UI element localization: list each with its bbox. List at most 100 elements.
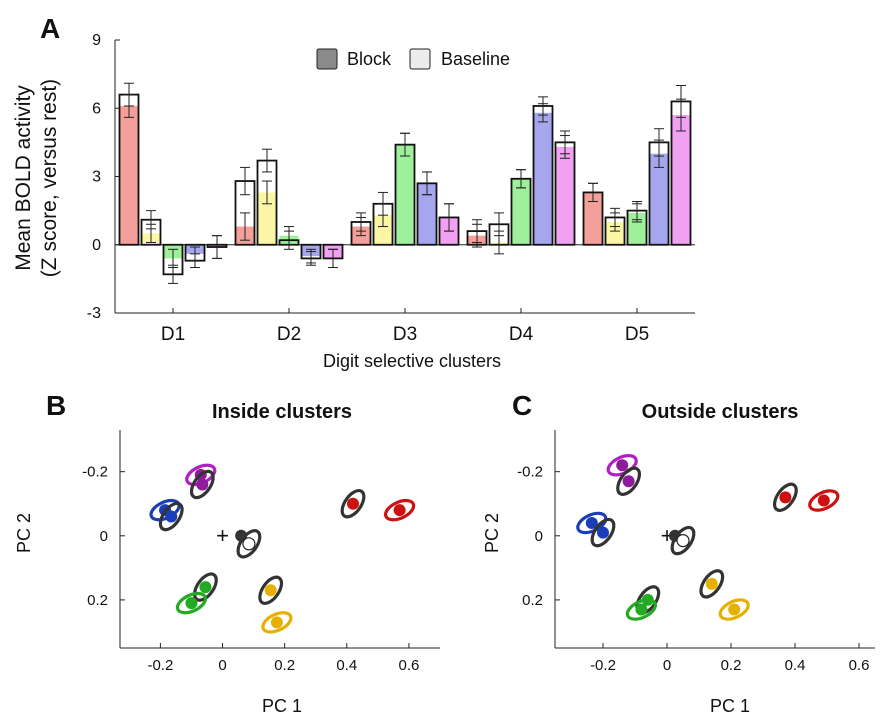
cluster-point [165, 510, 178, 523]
cluster-ellipse [258, 575, 284, 606]
cluster-point [242, 537, 256, 551]
legend: Block Baseline [316, 48, 510, 70]
panel-c-x-label: PC 1 [710, 696, 750, 716]
x-tick-label: 0.4 [785, 657, 806, 674]
panel-b-points: + [149, 463, 416, 634]
y-tick-label: -0.2 [82, 464, 108, 481]
x-tick-label: 0 [663, 657, 671, 674]
bar-chart-bars [118, 82, 692, 284]
x-tick-label: 0.2 [721, 657, 742, 674]
y-tick-label: 0 [92, 237, 101, 254]
cluster-ellipse [261, 611, 293, 634]
x-axis-label: Digit selective clusters [323, 351, 501, 371]
panel-c-title: Outside clusters [642, 401, 799, 423]
y-tick-label: 0 [100, 528, 108, 545]
cluster-ellipse [808, 489, 840, 512]
cluster-point [705, 577, 718, 590]
cluster-point [616, 459, 629, 472]
cluster-ellipse [699, 569, 725, 599]
origin-marker: + [661, 523, 674, 548]
x-tick-label: 0.2 [274, 657, 295, 674]
panel-c: C Outside clusters PC 2 PC 1 -0.2 0 0.2 0.4… [482, 390, 875, 716]
panel-b-x-label: PC 1 [262, 696, 302, 716]
bar-block [257, 192, 277, 245]
cluster-ellipse [772, 482, 798, 513]
cluster-point [347, 497, 360, 510]
legend-label-block: Block [347, 49, 392, 69]
bar-block [533, 112, 553, 245]
cluster-point [817, 494, 830, 507]
panel-c-axes: -0.2 0 0.2 0.4 0.6 -0.2 0 0.2 [517, 430, 875, 674]
legend-label-baseline: Baseline [441, 49, 510, 69]
cluster-point [728, 603, 741, 616]
x-tick-label: D5 [625, 324, 649, 345]
y-axis-label-line2: (Z score, versus rest) [38, 79, 61, 277]
x-tick-label: D1 [161, 324, 185, 345]
x-tick-label: D4 [509, 324, 534, 345]
cluster-ellipse [340, 489, 366, 519]
legend-swatch-baseline [409, 48, 431, 70]
bar-block [671, 115, 691, 245]
x-tick-label: 0.6 [399, 657, 420, 674]
bar-block [627, 212, 647, 245]
cluster-ellipse [616, 466, 642, 497]
bar-block [555, 146, 575, 245]
cluster-point [393, 504, 406, 517]
cluster-point [585, 516, 598, 529]
cluster-ellipse [236, 529, 262, 559]
cluster-point [779, 491, 792, 504]
x-tick-label: D3 [393, 324, 417, 345]
x-tick-label: -0.2 [147, 657, 173, 674]
panel-c-points: + [576, 454, 840, 621]
y-tick-label: -0.2 [517, 464, 543, 481]
bar-block [649, 153, 669, 245]
panel-label-a: A [40, 13, 60, 44]
x-tick-label: 0 [218, 657, 226, 674]
cluster-point [597, 526, 609, 539]
x-tick-label: -0.2 [590, 657, 616, 674]
panel-label-b: B [46, 390, 66, 421]
y-tick-label: 0.2 [522, 592, 543, 609]
cluster-point [635, 603, 648, 616]
panel-b-y-label: PC 2 [14, 513, 34, 553]
cluster-ellipse [384, 498, 416, 522]
cluster-ellipse [670, 525, 696, 556]
cluster-ellipse [175, 591, 208, 615]
cluster-ellipse [718, 598, 750, 621]
cluster-ellipse [189, 469, 215, 500]
bar-block [583, 192, 603, 245]
cluster-ellipse [158, 501, 184, 532]
x-tick-label: 0.6 [849, 657, 870, 674]
y-tick-label: -3 [87, 305, 101, 322]
cluster-point [676, 534, 690, 548]
panel-b: B Inside clusters PC 2 PC 1 -0.2 0 0.2 0.4 0… [14, 390, 440, 716]
origin-marker: + [216, 523, 229, 548]
cluster-point [270, 616, 283, 629]
cluster-point [196, 478, 209, 491]
panel-b-title: Inside clusters [212, 401, 352, 423]
bar-block [395, 144, 415, 245]
bar-block [511, 178, 531, 245]
bar-block [605, 222, 625, 245]
y-tick-label: 0 [535, 528, 543, 545]
y-tick-label: 0.2 [87, 592, 108, 609]
y-tick-label: 6 [92, 100, 101, 117]
bar-chart-axes: 9 6 3 0 -3 D1 D2 D3 D4 D5 [87, 32, 695, 345]
bar-block [417, 183, 437, 245]
cluster-ellipse [590, 517, 616, 548]
panel-a: A Mean BOLD activity (Z score, versus re… [12, 13, 695, 371]
x-tick-label: D2 [277, 324, 301, 345]
y-tick-label: 9 [92, 32, 101, 49]
bar-block [373, 215, 393, 245]
legend-swatch-block [316, 48, 338, 70]
cluster-point [185, 597, 198, 610]
cluster-ellipse [625, 598, 658, 621]
panel-b-axes: -0.2 0 0.2 0.4 0.6 -0.2 0 0.2 [82, 430, 440, 674]
bar-block [119, 105, 139, 245]
cluster-ellipse [193, 572, 218, 602]
y-tick-label: 3 [92, 169, 101, 186]
panel-label-c: C [512, 390, 532, 421]
x-tick-label: 0.4 [336, 657, 357, 674]
cluster-point [622, 475, 635, 488]
